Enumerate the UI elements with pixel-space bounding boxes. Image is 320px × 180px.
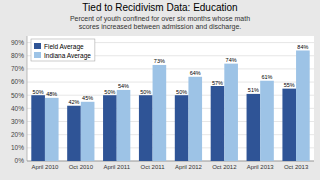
legend-label: Indiana Average <box>44 52 91 60</box>
x-tick-label: Oct 2013 <box>284 164 309 170</box>
bar <box>247 94 261 161</box>
bar <box>175 95 189 161</box>
x-tick-label: Oct 2010 <box>69 164 94 170</box>
bar <box>117 90 131 161</box>
data-label: 50% <box>104 89 115 95</box>
bars <box>31 50 309 161</box>
legend-swatch <box>34 43 41 49</box>
data-label: 84% <box>297 44 308 50</box>
y-tick-label: 10% <box>11 144 24 151</box>
data-label: 55% <box>284 82 295 88</box>
y-tick-label: 60% <box>11 78 24 85</box>
bar <box>282 89 296 161</box>
legend-label: Field Average <box>44 43 84 51</box>
y-tick-label: 90% <box>11 39 24 46</box>
data-label: 61% <box>261 74 272 80</box>
bar <box>103 95 117 161</box>
bar <box>67 106 81 161</box>
y-tick-label: 50% <box>11 92 24 99</box>
x-tick-label: April 2011 <box>103 164 130 170</box>
subtitle-line: Percent of youth confined for over six m… <box>70 15 250 23</box>
legend: Field AverageIndiana Average <box>31 39 95 61</box>
bar <box>260 81 274 161</box>
bar <box>45 98 59 161</box>
plot-background <box>27 36 314 161</box>
y-tick-label: 0% <box>15 157 25 164</box>
x-tick-label: Oct 2012 <box>212 164 237 170</box>
bar <box>188 77 202 161</box>
data-labels: 50%48%42%45%50%54%50%73%50%64%57%74%51%6… <box>33 44 309 105</box>
bar <box>139 95 153 161</box>
title: Tied to Recidivism Data: Education <box>82 2 237 13</box>
bar <box>224 64 238 161</box>
data-label: 45% <box>82 95 93 101</box>
bar <box>296 50 310 161</box>
data-label: 50% <box>176 89 187 95</box>
data-label: 48% <box>46 91 57 97</box>
legend-swatch <box>34 52 41 58</box>
grid-line <box>27 68 314 69</box>
subtitle-line: scores increased between admission and d… <box>79 23 242 31</box>
data-label: 50% <box>140 89 151 95</box>
x-tick-label: April 2013 <box>247 164 275 170</box>
y-tick-label: 30% <box>11 118 24 125</box>
x-tick-label: April 2012 <box>175 164 203 170</box>
bar <box>81 102 95 161</box>
chart-svg: Tied to Recidivism Data: Education Percen… <box>0 0 320 180</box>
bar <box>211 86 225 161</box>
chart-container: Tied to Recidivism Data: Education Percen… <box>0 0 320 180</box>
bar <box>153 65 167 161</box>
data-label: 42% <box>68 99 79 105</box>
data-label: 73% <box>154 58 165 64</box>
x-tick-label: April 2010 <box>31 164 59 170</box>
data-label: 74% <box>226 57 237 63</box>
y-tick-label: 80% <box>11 52 24 59</box>
y-tick-label: 70% <box>11 65 24 72</box>
data-label: 50% <box>33 89 44 95</box>
subtitle: Percent of youth confined for over six m… <box>70 15 250 31</box>
background <box>0 0 320 180</box>
data-label: 54% <box>118 83 129 89</box>
data-label: 51% <box>248 87 259 93</box>
legend-frame <box>31 39 95 61</box>
data-label: 64% <box>190 70 201 76</box>
x-tick-label: Oct 2011 <box>141 164 166 170</box>
y-axis-line <box>27 36 28 161</box>
data-label: 57% <box>212 80 223 86</box>
bar <box>31 95 45 161</box>
y-tick-label: 20% <box>11 131 24 138</box>
y-tick-label: 40% <box>11 105 24 112</box>
